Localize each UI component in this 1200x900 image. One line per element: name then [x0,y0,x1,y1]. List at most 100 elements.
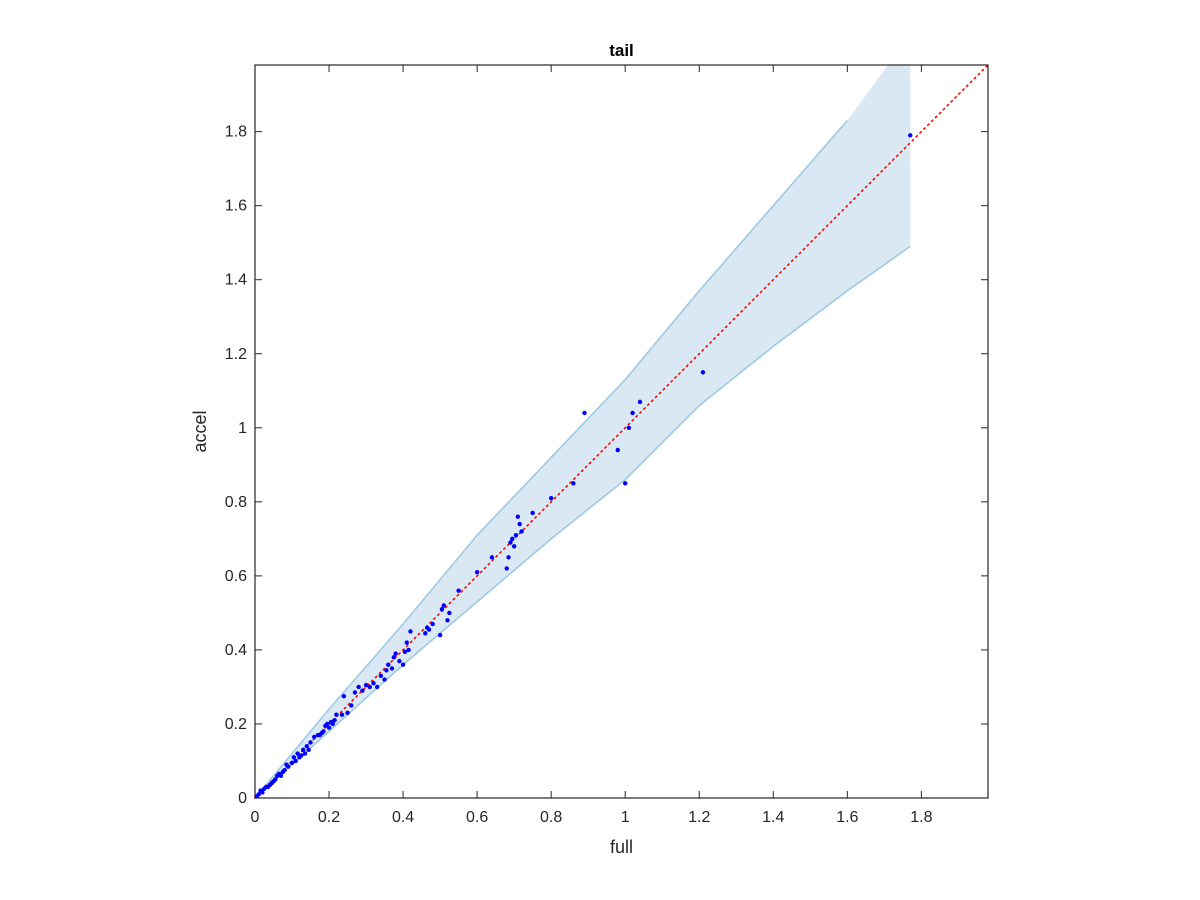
data-point [378,673,384,679]
data-point [439,606,445,612]
x-tick-label: 1.6 [836,809,858,826]
data-point [506,555,511,560]
data-point [260,790,265,795]
data-point [256,792,261,797]
data-point [447,610,452,616]
data-point [321,729,326,734]
data-point [391,655,397,660]
x-tick-label: 1.8 [910,809,932,826]
data-point [349,703,354,708]
y-tick-label: 0.4 [225,642,247,659]
data-point [402,649,408,654]
data-point [339,712,345,717]
data-point [445,618,450,623]
data-point [630,410,635,416]
confidence-band [255,65,911,798]
data-point [286,764,291,769]
data-point [456,588,461,593]
y-tick-label: 1.8 [225,124,247,141]
data-point [908,133,913,138]
data-point [519,529,524,534]
data-point [273,777,278,782]
chart-title: tail [609,41,634,60]
data-point [293,758,298,764]
data-point [406,647,411,653]
data-point [330,721,335,727]
y-tick-label: 1 [238,420,247,437]
x-tick-label: 0.6 [466,809,488,826]
data-point [371,681,376,686]
x-tick-label: 0.4 [392,809,414,826]
data-point [489,555,495,560]
data-point [299,753,304,758]
confidence-band-upper-edge [254,120,848,799]
data-point [623,481,628,486]
data-point [530,510,535,516]
data-point [626,425,632,430]
data-point [352,690,358,695]
x-tick-label: 0 [251,809,260,826]
data-point [548,495,554,501]
x-axis-label: full [610,837,633,857]
data-point [582,410,587,416]
data-point [312,734,317,740]
data-point [360,688,365,693]
data-point [397,658,402,664]
data-point [423,631,428,636]
y-tick-label: 0.8 [225,494,247,511]
data-point [474,569,480,575]
data-point [324,721,330,727]
confidence-band-lower-edge [254,245,911,799]
plot-area [254,64,989,799]
data-point [400,662,406,667]
data-point [306,747,311,753]
y-tick-label: 1.2 [225,346,247,363]
data-point [326,725,332,730]
data-point [441,603,447,608]
data-point [571,481,576,486]
x-tick-label: 1.2 [688,809,710,826]
data-point [356,684,361,690]
x-tick-label: 0.2 [318,809,340,826]
data-point [510,536,515,542]
data-point [304,743,310,749]
data-point [700,370,706,375]
data-point [332,718,337,723]
scatter-points [254,133,913,799]
data-point [300,747,306,753]
data-point [282,768,287,773]
data-point [404,640,409,645]
data-point [308,740,313,745]
data-point [508,540,513,545]
data-point [386,662,391,667]
data-point [341,693,347,699]
x-tick-label: 0.8 [540,809,562,826]
y-axis-ticks: 0 0.2 0.4 0.6 0.8 1 1.2 1.4 1.6 1.8 [225,124,988,807]
data-point [382,677,387,682]
data-point [393,651,398,656]
data-point [291,755,297,760]
data-point [426,627,432,632]
x-tick-label: 1.4 [762,809,784,826]
x-tick-label: 1 [621,809,630,826]
data-point [334,712,339,717]
axes-box [254,64,989,799]
data-point [637,399,643,405]
data-point [389,666,395,671]
y-tick-label: 1.4 [225,272,247,289]
data-point [289,760,295,766]
data-point [367,684,372,690]
data-point [430,621,435,627]
data-point [513,532,519,538]
data-point [363,682,369,688]
y-tick-label: 0.2 [225,716,247,733]
data-point [511,544,517,549]
y-tick-label: 0 [238,790,247,807]
data-point [437,632,443,638]
data-point [515,514,521,519]
data-point [384,668,389,673]
data-point [278,773,284,778]
data-point [374,684,380,690]
reference-line [254,64,989,799]
